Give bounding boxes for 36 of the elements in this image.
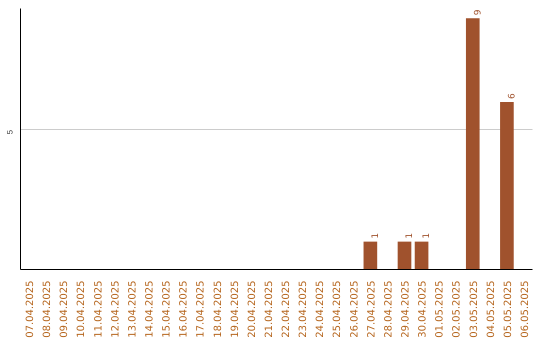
x-tick-label: 21.04.2025 xyxy=(264,280,275,338)
x-tick-label: 19.04.2025 xyxy=(230,280,241,338)
x-tick-label: 02.05.2025 xyxy=(452,280,463,338)
data-label: 1 xyxy=(405,232,415,239)
data-label: 1 xyxy=(422,232,432,239)
x-tick-label: 16.04.2025 xyxy=(178,280,190,338)
x-tick-label: 23.04.2025 xyxy=(298,280,310,338)
x-tick-label: 18.04.2025 xyxy=(212,280,224,338)
x-tick-label: 29.04.2025 xyxy=(400,280,412,338)
x-tick-label: 11.04.2025 xyxy=(93,280,104,338)
x-tick-label: 07.04.2025 xyxy=(25,280,36,338)
x-tick-label: 22.04.2025 xyxy=(281,280,292,338)
x-tick-label: 17.04.2025 xyxy=(196,280,207,338)
x-tick-label: 08.04.2025 xyxy=(42,280,54,338)
x-tick-label: 27.04.2025 xyxy=(366,280,378,338)
x-tick-label: 06.05.2025 xyxy=(520,280,531,338)
data-label: 9 xyxy=(473,9,484,16)
x-tick-label: 01.05.2025 xyxy=(434,280,446,338)
x-tick-label: 09.04.2025 xyxy=(59,280,70,338)
data-label: 1 xyxy=(370,232,381,239)
x-tick-label: 30.04.2025 xyxy=(418,280,429,338)
x-tick-label: 15.04.2025 xyxy=(162,280,173,338)
x-tick-label: 26.04.2025 xyxy=(349,280,360,338)
x-tick-label: 10.04.2025 xyxy=(76,280,88,338)
x-tick-label: 12.04.2025 xyxy=(110,280,122,338)
x-tick-label: 04.05.2025 xyxy=(486,280,497,338)
x-tick-label: 24.04.2025 xyxy=(315,280,326,338)
x-tick-label: 25.04.2025 xyxy=(332,280,344,338)
data-label: 6 xyxy=(507,93,518,100)
x-tick-label: 03.05.2025 xyxy=(468,280,480,338)
x-tick-label: 14.04.2025 xyxy=(144,280,156,338)
y-tick-label: 5 xyxy=(6,129,14,134)
x-tick-label: 13.04.2025 xyxy=(127,280,138,338)
x-tick-label: 28.04.2025 xyxy=(383,280,394,338)
x-tick-label: 05.05.2025 xyxy=(502,280,514,338)
x-tick-label: 20.04.2025 xyxy=(246,280,258,338)
